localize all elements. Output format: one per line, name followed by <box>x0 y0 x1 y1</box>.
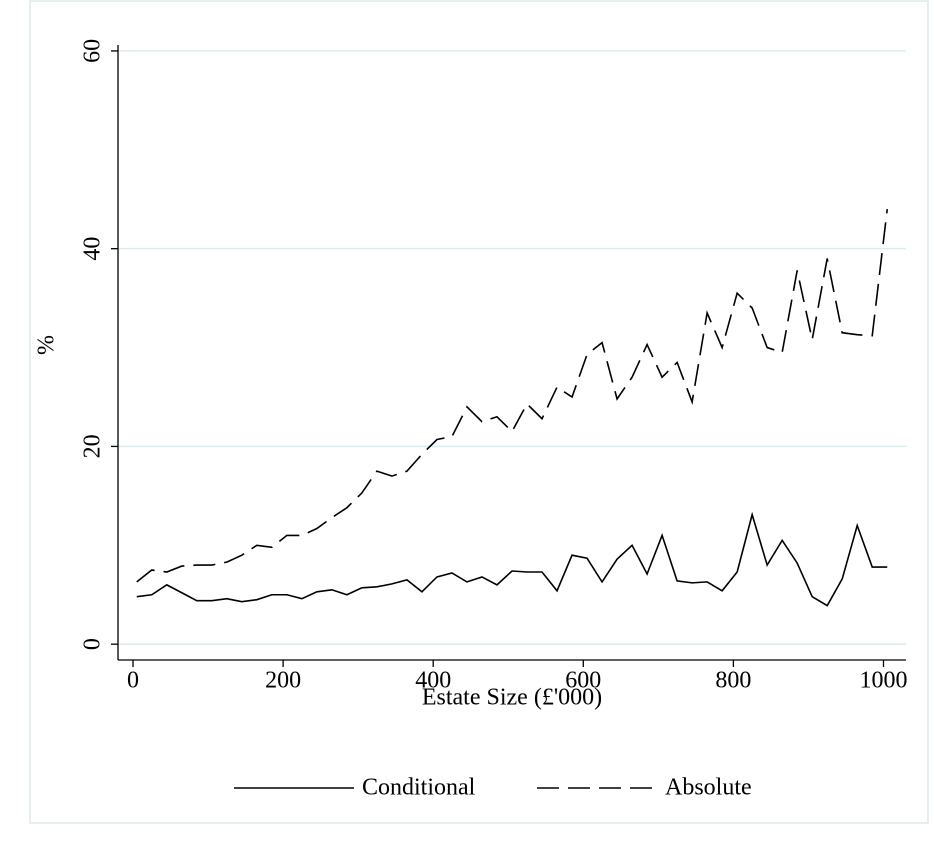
y-tick-label: 20 <box>80 434 106 458</box>
x-tick-label: 400 <box>415 668 451 694</box>
y-tick-label: 0 <box>80 638 106 650</box>
x-tick-label: 200 <box>265 668 301 694</box>
x-axis-label: Estate Size (£'000) <box>422 685 602 711</box>
legend-label: Absolute <box>665 775 752 801</box>
graph-region <box>29 0 929 824</box>
legend-label: Conditional <box>362 775 476 801</box>
x-tick-label: 800 <box>715 668 751 694</box>
x-tick-label: 0 <box>127 668 139 694</box>
y-tick-label: 60 <box>80 39 106 63</box>
y-axis-label: % <box>34 335 60 355</box>
y-tick-label: 40 <box>80 237 106 261</box>
x-tick-label: 1000 <box>859 668 907 694</box>
x-tick-label: 600 <box>565 668 601 694</box>
data-line <box>136 209 889 583</box>
data-line <box>136 511 888 607</box>
